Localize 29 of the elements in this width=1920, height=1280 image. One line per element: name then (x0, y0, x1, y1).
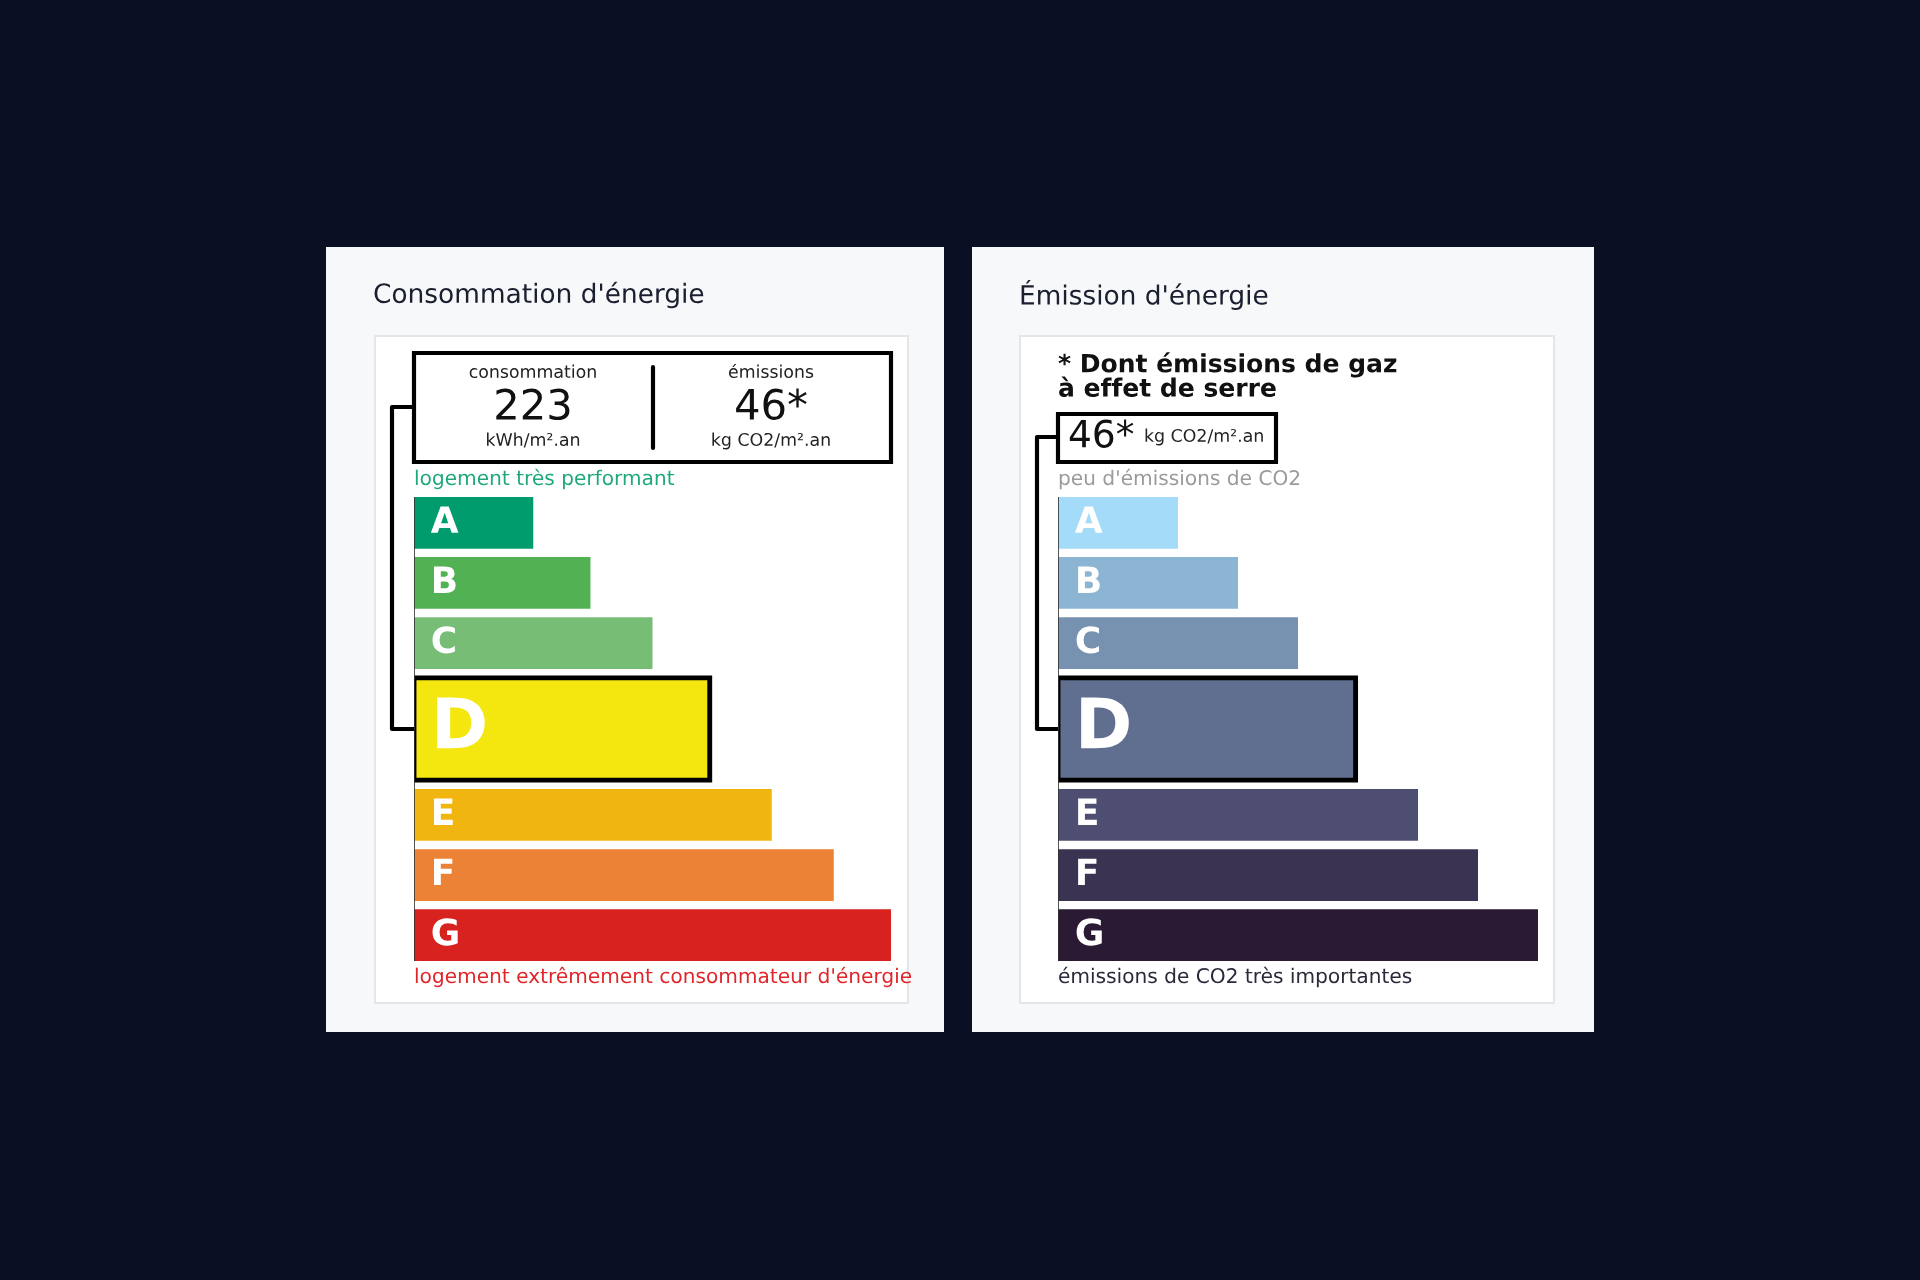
y-tick-label: C (432, 626, 455, 654)
text: consommation (469, 364, 596, 379)
text: kg CO2/m².an (1145, 428, 1263, 446)
y-tick-label: A (1074, 506, 1103, 533)
y-tick-label: F (434, 858, 453, 886)
y-tick-label: B (434, 566, 456, 593)
y-tick-label: E (434, 798, 453, 825)
chart-title: Émission d'énergie (1021, 280, 1268, 310)
text: 46* (736, 388, 807, 421)
text: peu d'émissions de CO2 (1059, 468, 1300, 490)
y-tick-label: D (1081, 697, 1129, 749)
text: logement très performant (415, 468, 675, 490)
text: logement extrêmement consommateur d'énergie (415, 966, 912, 988)
text: * Dont émissions de gaz à effet de serre (1058, 352, 1397, 397)
text: kg CO2/m².an (712, 432, 830, 450)
y-tick-label: F (1078, 858, 1097, 886)
y-tick-label: D (437, 697, 485, 749)
y-tick-label: G (432, 918, 458, 946)
text: émissions de CO2 très importantes (1059, 966, 1412, 988)
text: kWh/m².an (487, 432, 580, 448)
text: 46* (1069, 419, 1134, 448)
y-tick-label: E (1078, 798, 1097, 825)
text: émissions (728, 363, 814, 379)
chart-title: Consommation d'énergie (374, 281, 704, 309)
text: 223 (496, 388, 570, 421)
y-tick-label: C (1076, 626, 1099, 654)
y-tick-label: A (430, 506, 459, 533)
y-tick-label: G (1076, 918, 1102, 946)
y-tick-label: B (1078, 566, 1100, 593)
